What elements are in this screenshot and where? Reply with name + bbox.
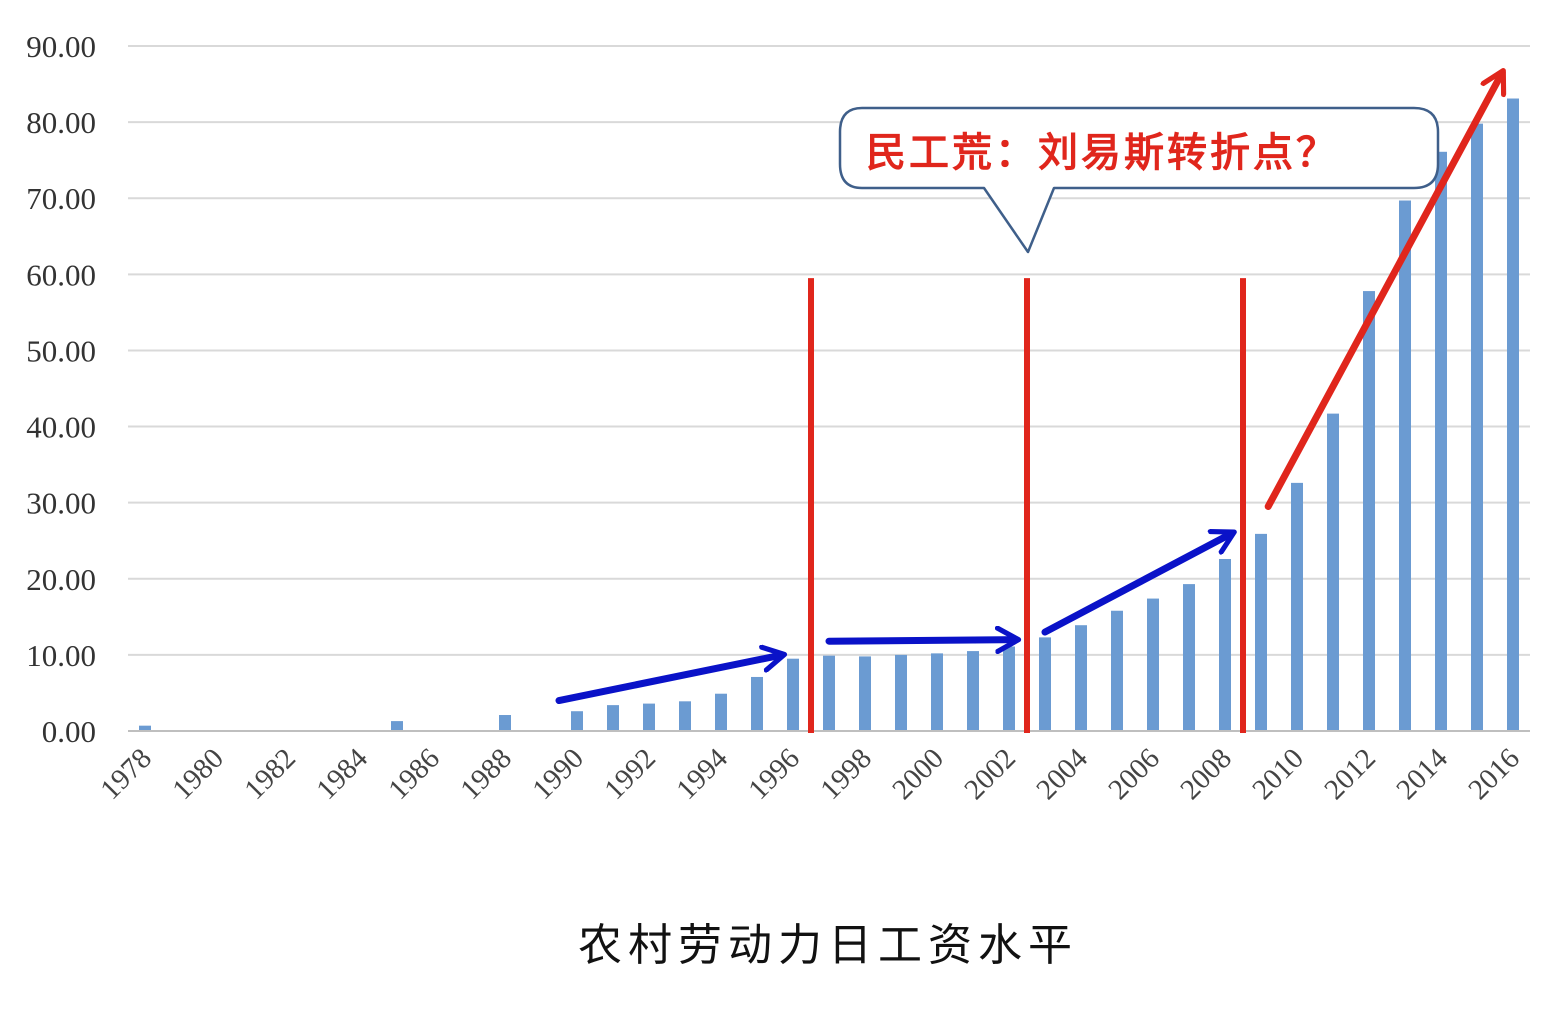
x-tick-label: 1988: [454, 742, 518, 806]
y-tick-label: 70.00: [26, 181, 96, 216]
callout-bubble: 民工荒：刘易斯转折点？: [838, 106, 1440, 254]
bar-1997: [823, 655, 835, 731]
y-tick-label: 40.00: [26, 410, 96, 445]
bar-2014: [1435, 151, 1447, 732]
y-tick-label: 20.00: [26, 562, 96, 597]
gridlines: [128, 45, 1530, 656]
bar-2011: [1327, 413, 1339, 731]
bar-1995: [751, 676, 763, 731]
red-divider-lines: [808, 278, 1246, 733]
x-tick-label: 2012: [1318, 742, 1382, 806]
bar-2008: [1219, 558, 1231, 731]
y-tick-label: 30.00: [26, 486, 96, 521]
bar-1990: [571, 711, 583, 731]
bar-2005: [1111, 610, 1123, 731]
y-axis-ticks: 0.00 10.00 20.00 30.00 40.00 50.00 60.00 70.00 8…: [26, 29, 96, 749]
bar-2007: [1183, 584, 1195, 731]
bar-2002: [1003, 646, 1015, 731]
x-tick-label: 1982: [238, 742, 302, 806]
y-tick-label: 50.00: [26, 333, 96, 368]
bar-2009: [1255, 533, 1267, 731]
x-tick-label: 2014: [1390, 742, 1454, 806]
blue-trend-arrow: [555, 655, 782, 705]
bar-2006: [1147, 598, 1159, 731]
trend-arrows: [555, 73, 1502, 705]
bar-2013: [1399, 200, 1411, 731]
bar-1993: [679, 701, 691, 731]
bar-1999: [895, 654, 907, 731]
bar-1985: [391, 721, 403, 731]
red-trend-arrow: [1264, 73, 1502, 510]
bar-1996: [787, 658, 799, 731]
chart-title: 农村劳动力日工资水平: [578, 920, 1078, 971]
bar-2000: [931, 653, 943, 731]
bar-2004: [1075, 625, 1087, 731]
y-tick-label: 0.00: [42, 714, 96, 749]
x-tick-label: 2016: [1462, 742, 1526, 806]
bar-1988: [499, 715, 511, 731]
bars: [139, 98, 1519, 732]
x-axis-ticks: 1978 1980 1982 1984 1986 1988 1990 1992 1994 1996…: [94, 742, 1526, 806]
bar-2003: [1039, 637, 1051, 731]
blue-trend-arrow: [1041, 533, 1232, 636]
x-tick-label: 2008: [1174, 742, 1238, 806]
x-tick-label: 2002: [958, 742, 1022, 806]
bar-1978: [139, 725, 151, 731]
x-tick-label: 1994: [670, 742, 734, 806]
bar-1991: [607, 705, 619, 731]
x-tick-label: 2010: [1246, 742, 1310, 806]
x-tick-label: 1984: [310, 742, 374, 806]
x-tick-label: 1980: [166, 742, 230, 806]
x-tick-label: 1978: [94, 742, 158, 806]
x-tick-label: 1998: [814, 742, 878, 806]
x-tick-label: 2004: [1030, 742, 1094, 806]
bar-1992: [643, 703, 655, 731]
callout-text: 民工荒：刘易斯转折点？: [866, 129, 1339, 176]
y-tick-label: 60.00: [26, 257, 96, 292]
callout-shape: [838, 106, 1440, 254]
bar-2010: [1291, 482, 1303, 731]
x-tick-label: 1992: [598, 742, 662, 806]
y-tick-label: 10.00: [26, 638, 96, 673]
y-tick-label: 80.00: [26, 105, 96, 140]
bar-2016: [1507, 98, 1519, 732]
x-tick-label: 1990: [526, 742, 590, 806]
bar-1994: [715, 693, 727, 731]
x-tick-label: 1996: [742, 742, 806, 806]
bar-2015: [1471, 123, 1483, 732]
bar-1998: [859, 656, 871, 731]
y-tick-label: 90.00: [26, 29, 96, 64]
bar-2012: [1363, 291, 1375, 731]
blue-trend-arrow: [825, 640, 1016, 642]
x-tick-label: 2000: [886, 742, 950, 806]
bar-2001: [967, 651, 979, 731]
x-tick-label: 1986: [382, 742, 446, 806]
x-tick-label: 2006: [1102, 742, 1166, 806]
